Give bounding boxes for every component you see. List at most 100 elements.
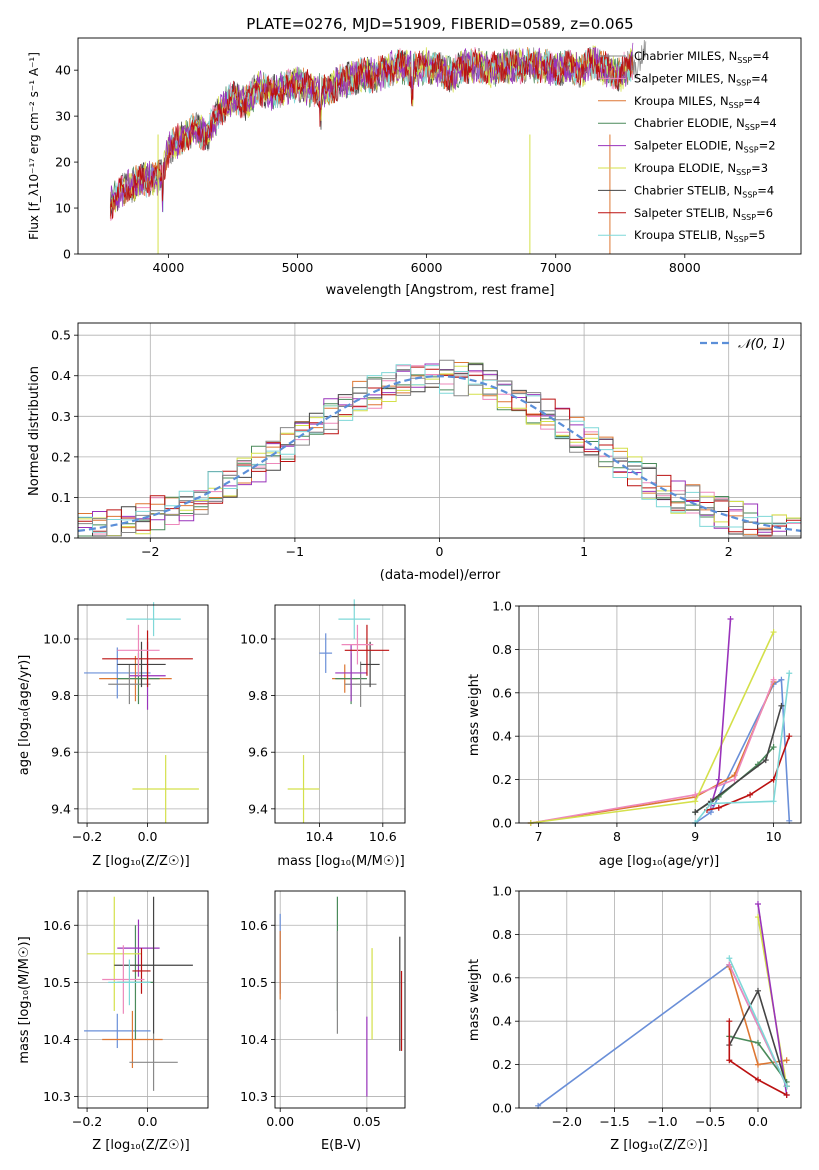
y-tick-label: 1.0 [492,884,512,899]
y-tick-label: 0.6 [492,970,512,985]
y-tick-label: 10.4 [43,1032,71,1047]
y-tick-label: 10.3 [43,1089,71,1104]
y-tick-label: 0.3 [51,409,71,424]
y-tick-label: 40 [55,63,71,78]
cumulative-marker [715,804,722,811]
legend-value: =2 [759,139,776,153]
y-tick-label: 0.2 [492,772,512,787]
cumulative-z-ylabel: mass weight [467,959,482,1041]
y-tick-label: 9.4 [51,801,71,816]
legend-subscript: SSP [734,235,749,244]
mass-vs-ebv-panel: 0.00 0.05 10.3 10.4 10.5 10.6 [240,890,406,1129]
axes-frame [274,890,406,1109]
x-tick-label: 7000 [540,260,572,275]
legend-value: =4 [752,49,769,63]
x-tick-label: 6000 [411,260,443,275]
cumulative-marker [778,702,785,709]
x-tick-label: 0.05 [353,1114,381,1129]
cumulative-marker [762,757,769,764]
axes-frame [77,604,209,824]
age-vs-z-ylabel: age [log₁₀(age/yr)] [17,655,32,776]
y-tick-label: 9.6 [248,745,268,760]
x-tick-label: 9 [691,829,699,844]
age-vs-mass-xlabel: mass [log₁₀(M/M☉)] [277,854,404,869]
histogram-ylabel: Normed distribution [27,366,42,496]
legend-entry: Chabrier MILES, NSSP=4 [634,49,769,65]
x-tick-label: −2 [141,544,159,559]
cumulative-curve [694,673,791,824]
cumulative-z-panel: −2.0 −1.5 −1.0 −0.5 0.0 0.0 0.2 0.4 0.6 0.8 1.0 [492,884,802,1129]
cumulative-marker [707,809,714,816]
legend-subscript: SSP [745,123,760,132]
cumulative-marker [783,1057,790,1064]
spectrum-series-line [109,48,634,220]
cumulative-curve [694,705,783,813]
spectrum-panel: 4000 5000 6000 7000 8000 0 10 20 30 40 Chabrier MI… [55,37,802,275]
y-tick-label: 9.4 [248,801,268,816]
y-tick-label: 0.2 [51,449,71,464]
mass-vs-z-panel: −0.2 0.0 10.3 10.4 10.5 10.6 [43,890,209,1129]
spectrum-series-line [110,42,634,213]
cumulative-age-ylabel: mass weight [467,674,482,756]
x-tick-label: 1 [580,544,588,559]
cumulative-marker [707,800,714,807]
cumulative-marker [786,733,793,740]
y-tick-label: 10.0 [240,631,268,646]
spectrum-ylabel: Flux [f_λ10⁻¹⁷ erg cm⁻² s⁻¹ A⁻¹] [27,52,41,240]
y-tick-label: 20 [55,155,71,170]
age-vs-z-xlabel: Z [log₁₀(Z/Z☉)] [92,854,189,869]
normal-curve [77,375,802,532]
age-vs-z-panel: −0.2 0.0 9.4 9.6 9.8 10.0 [43,602,209,844]
x-tick-label: −1.5 [599,1114,629,1129]
cumulative-marker [778,676,785,683]
axes-frame [274,604,406,824]
y-tick-label: 0.0 [492,816,512,831]
x-tick-label: 10.4 [305,829,333,844]
legend-subscript: SSP [744,146,759,155]
y-tick-label: 10.3 [240,1089,268,1104]
x-tick-label: −0.2 [72,1114,102,1129]
legend-value: =5 [749,228,766,242]
legend-value: =4 [757,183,774,197]
x-tick-label: 8 [613,829,621,844]
y-tick-label: 9.8 [248,688,268,703]
cumulative-curve [530,679,775,824]
y-tick-label: 0.0 [492,1101,512,1116]
legend-value: =6 [756,206,773,220]
legend-entry: Salpeter MILES, NSSP=4 [634,71,768,87]
cumulative-marker [754,1061,761,1068]
cumulative-curve [757,903,788,1096]
cumulative-z-xlabel: Z [log₁₀(Z/Z☉)] [610,1138,707,1153]
x-tick-label: 4000 [152,260,184,275]
y-tick-label: 0.1 [51,490,71,505]
cumulative-marker [715,776,722,783]
cumulative-marker [770,629,777,636]
cumulative-marker [692,798,699,805]
x-tick-label: 10 [766,829,782,844]
cumulative-marker [692,809,699,816]
x-tick-label: 2 [725,544,733,559]
cumulative-age-panel: 7 8 9 10 0.0 0.2 0.4 0.6 0.8 1.0 [492,599,802,844]
cumulative-marker [727,616,734,623]
spectrum-xlabel: wavelength [Angstrom, rest frame] [326,283,555,298]
legend-entry: Chabrier STELIB, NSSP=4 [634,183,774,199]
y-tick-label: 10.4 [240,1032,268,1047]
y-tick-label: 0.4 [492,729,512,744]
figure-title: PLATE=0276, MJD=51909, FIBERID=0589, z=0… [246,15,633,33]
y-tick-label: 0.8 [492,642,512,657]
legend-value: =4 [760,116,777,130]
x-tick-label: 0 [436,544,444,559]
cumulative-marker [783,1083,790,1090]
age-vs-mass-panel: 10.4 10.6 9.4 9.6 9.8 10.0 [240,599,406,844]
mass-vs-z-ylabel: mass [log₁₀(M/M☉)] [17,936,32,1063]
x-tick-label: 10.6 [369,829,397,844]
cumulative-marker [692,791,699,798]
legend-entry: Salpeter ELODIE, NSSP=2 [634,139,776,155]
x-tick-label: 0.0 [748,1114,768,1129]
legend-entry: Kroupa MILES, NSSP=4 [634,94,760,110]
cumulative-curve [728,1021,788,1096]
cumulative-marker [770,798,777,805]
legend-entry: 𝒩(0, 1) [738,337,785,352]
histogram-panel: −2 −1 0 1 2 0.0 0.1 0.2 0.3 0.4 0.5 𝒩(0, 1) [51,322,802,559]
